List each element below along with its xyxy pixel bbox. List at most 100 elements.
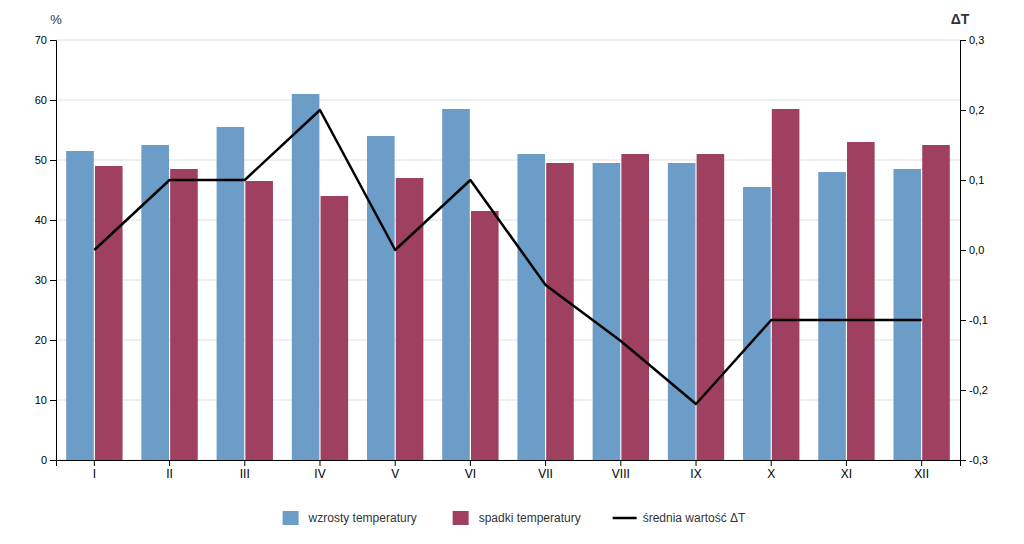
tick-mark (960, 180, 966, 181)
tick-label: IX (690, 467, 701, 481)
tick: VIII (612, 460, 630, 481)
bar (95, 166, 123, 460)
bar (668, 163, 696, 460)
plot-area (66, 94, 950, 460)
tick-mark (960, 110, 966, 111)
tick-label: I (93, 467, 96, 481)
tick-mark (960, 250, 966, 251)
legend-item: średnia wartość ΔT (613, 511, 746, 525)
tick: 0,2 (960, 104, 984, 116)
tick-mark (169, 460, 170, 466)
legend-item: spadki temperatury (453, 511, 581, 525)
tick-mark (960, 40, 966, 41)
tick-mark (50, 400, 56, 401)
tick: 30 (35, 274, 56, 286)
legend: wzrosty temperatury spadki temperatury śre… (283, 511, 746, 525)
bar (396, 178, 424, 460)
bar (517, 154, 545, 460)
grid (56, 40, 960, 460)
tick-mark (470, 460, 471, 466)
axis-line (50, 41, 57, 461)
bar (66, 151, 94, 460)
tick-mark (50, 460, 56, 461)
bar (772, 109, 800, 460)
line (94, 110, 921, 404)
tick-label: 70 (35, 34, 47, 46)
tick-mark (921, 460, 922, 466)
tick-label: X (767, 467, 775, 481)
bar (321, 196, 349, 460)
grid-line (56, 100, 960, 101)
bar (442, 109, 470, 460)
y-axis: 010203040506070 (35, 34, 57, 466)
tick-label: 10 (35, 394, 47, 406)
bar (367, 136, 395, 460)
tick: XII (914, 460, 929, 481)
tick-mark (395, 460, 396, 466)
tick-mark (960, 390, 966, 391)
tick: 0,3 (960, 34, 984, 46)
tick: III (240, 460, 250, 481)
bar (818, 172, 846, 460)
legend-swatch (283, 511, 299, 525)
tick: V (391, 460, 399, 481)
tick-label: IV (314, 467, 325, 481)
tick: 0,0 (960, 244, 984, 256)
bar (922, 145, 950, 460)
tick: 0 (41, 454, 56, 466)
tick-mark (960, 460, 966, 461)
legend-swatch (453, 511, 469, 525)
tick-label: -0,1 (969, 314, 988, 326)
tick-label: 0,2 (969, 104, 984, 116)
tick-label: 0,1 (969, 174, 984, 186)
tick-mark (50, 220, 56, 221)
bar (893, 169, 921, 460)
grid-line (56, 40, 960, 41)
tick: IX (690, 460, 701, 481)
tick-label: -0,3 (969, 454, 988, 466)
grid-line (56, 160, 960, 161)
x-axis: IIIIIIIVVVIVIIVIIIIXXXIXII (57, 460, 961, 481)
bar (292, 94, 320, 460)
tick-label: XII (914, 467, 929, 481)
tick-mark (545, 460, 546, 466)
tick-label: 0 (41, 454, 47, 466)
tick-label: 20 (35, 334, 47, 346)
tick-label: VIII (612, 467, 630, 481)
tick-mark (50, 40, 56, 41)
tick-mark (319, 460, 320, 466)
tick-mark (771, 460, 772, 466)
tick-mark (244, 460, 245, 466)
tick: -0,3 (960, 454, 988, 466)
bar (245, 181, 273, 460)
tick: VII (538, 460, 553, 481)
tick: 20 (35, 334, 56, 346)
tick-mark (94, 460, 95, 466)
tick-mark (960, 320, 966, 321)
tick: 10 (35, 394, 56, 406)
bar (593, 163, 621, 460)
tick-label: 30 (35, 274, 47, 286)
tick-mark (620, 460, 621, 466)
legend-label: wzrosty temperatury (308, 511, 417, 525)
axis-line (57, 461, 961, 467)
tick: 60 (35, 94, 56, 106)
legend-swatch (613, 517, 637, 520)
tick-mark (50, 340, 56, 341)
bar (471, 211, 499, 460)
chart: IIIIIIIVVVIVIIVIIIIXXXIXII01020304050607… (0, 0, 1024, 544)
tick-label: 60 (35, 94, 47, 106)
tick-label: VII (538, 467, 553, 481)
tick-mark (50, 100, 56, 101)
legend-label: spadki temperatury (479, 511, 581, 525)
tick-mark (846, 460, 847, 466)
tick: II (166, 460, 173, 481)
tick: 70 (35, 34, 56, 46)
tick-label: 50 (35, 154, 47, 166)
tick-label: XI (841, 467, 852, 481)
tick: I (93, 460, 96, 481)
tick-mark (50, 160, 56, 161)
tick: -0,2 (960, 384, 988, 396)
tick: IV (314, 460, 325, 481)
bar (217, 127, 245, 460)
